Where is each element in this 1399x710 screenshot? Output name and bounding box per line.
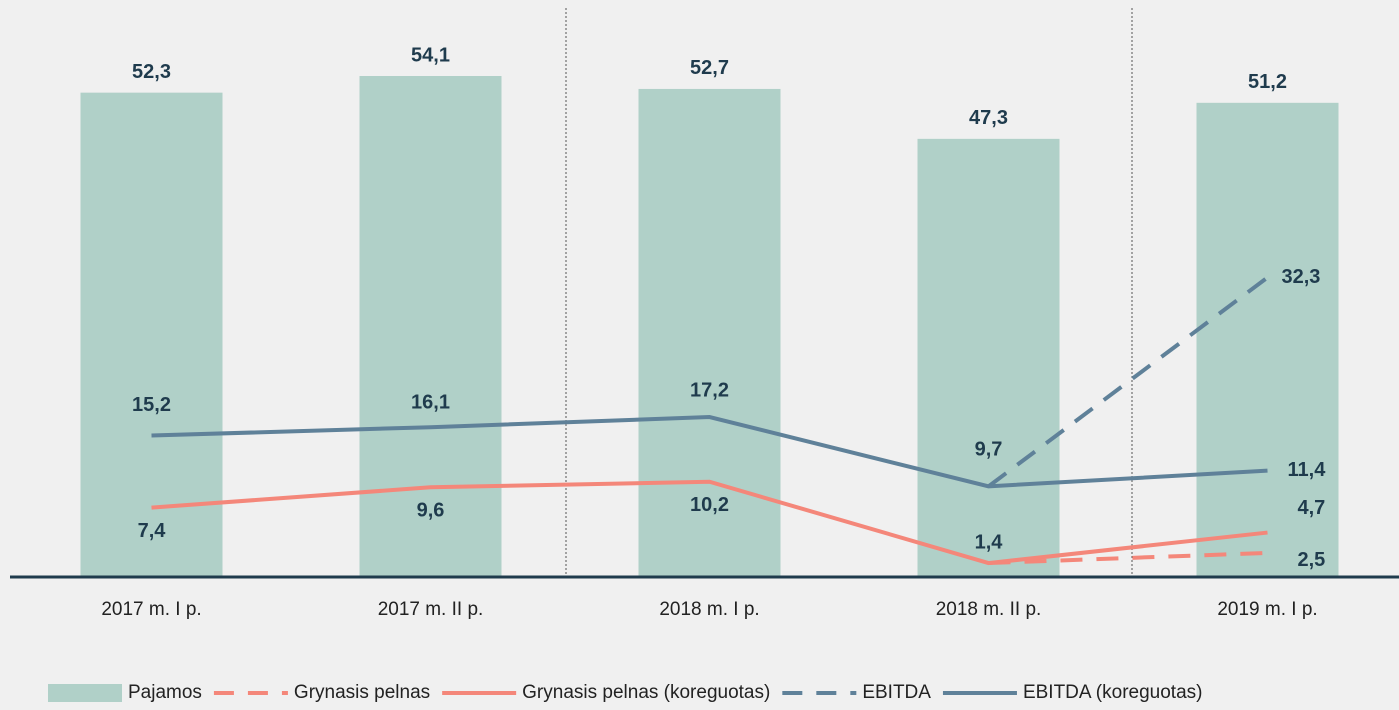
legend-label: EBITDA [862, 682, 931, 703]
legend-label: EBITDA (koreguotas) [1023, 682, 1203, 703]
data-label: 10,2 [690, 494, 729, 516]
data-label: 17,2 [690, 379, 729, 401]
data-label: 54,1 [411, 44, 450, 66]
data-label: 7,4 [138, 520, 167, 542]
line [987, 275, 1269, 488]
data-label: 9,6 [417, 500, 445, 522]
legend-label: Pajamos [128, 682, 202, 703]
data-label: 47,3 [969, 107, 1008, 129]
bar [917, 138, 1060, 576]
data-label: 51,2 [1248, 71, 1287, 93]
x-tick-label: 2018 m. I p. [659, 599, 759, 620]
data-label: 52,3 [132, 61, 171, 83]
legend-label: Grynasis pelnas [294, 682, 430, 703]
x-tick-label: 2018 m. II p. [936, 599, 1042, 620]
legend-label: Grynasis pelnas (koreguotas) [522, 682, 770, 703]
plot: 2017 m. I p. 2017 m. II p. 2018 m. I p. 201… [80, 44, 1339, 620]
data-label: 1,4 [975, 531, 1004, 553]
data-label: 16,1 [411, 391, 450, 413]
data-label: 4,7 [1298, 497, 1326, 519]
line [151, 415, 1268, 489]
line [988, 550, 1268, 566]
line [151, 479, 1268, 566]
x-tick-label: 2019 m. I p. [1217, 599, 1317, 620]
data-label: 11,4 [1288, 459, 1327, 481]
data-label: 52,7 [690, 57, 729, 79]
data-label: 32,3 [1282, 266, 1321, 288]
x-tick-label: 2017 m. II p. [378, 599, 484, 620]
legend-swatch [48, 684, 122, 702]
data-label: 9,7 [975, 439, 1003, 461]
data-label: 2,5 [1298, 549, 1326, 571]
x-tick-label: 2017 m. I p. [101, 599, 201, 620]
bar [80, 92, 223, 576]
legend: Pajamos Grynasis pelnas Grynasis pelnas (k… [48, 682, 1202, 703]
data-label: 15,2 [132, 394, 171, 416]
bar [1196, 102, 1339, 577]
